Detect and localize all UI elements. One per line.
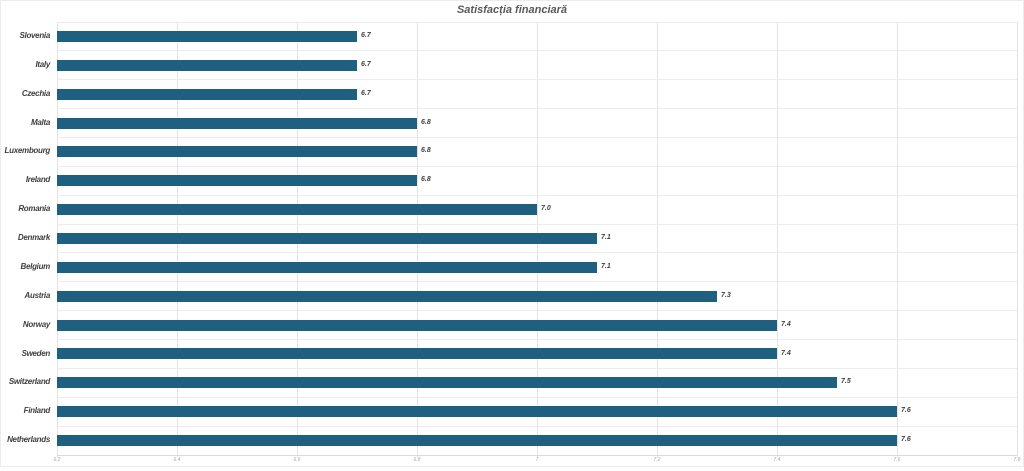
row-gridline [57, 194, 1017, 196]
value-label-romania: 7.0 [541, 205, 551, 213]
value-label-italy: 6.7 [361, 60, 371, 68]
x-tick-label: 7.4 [773, 457, 781, 463]
row-gridline [57, 396, 1017, 398]
category-label-austria: Austria [24, 290, 51, 300]
row-gridline [57, 310, 1017, 312]
vertical-gridline [656, 22, 658, 457]
category-label-netherlands: Netherlands [7, 435, 50, 445]
x-tick-label: 7.6 [893, 457, 901, 463]
value-label-denmark: 7.1 [601, 234, 611, 242]
category-label-denmark: Denmark [17, 233, 50, 243]
value-label-luxembourg: 6.8 [421, 147, 431, 155]
row-gridline [57, 425, 1017, 427]
bar-ireland [57, 175, 417, 187]
x-tick-label: 7 [535, 457, 539, 463]
bar-malta [57, 117, 417, 129]
bar-norway [57, 319, 777, 331]
category-label-switzerland: Switzerland [8, 377, 50, 387]
plot-area: 6.7 6.7 6.7 6.8 6.8 6.8 7.0 7.1 7.1 7.3 7.4 7.4 7.5 7… [56, 21, 1018, 457]
x-axis-line [57, 454, 1017, 456]
x-tick-label: 6.2 [53, 457, 61, 463]
row-gridline [57, 21, 1017, 23]
bar-slovenia [57, 30, 357, 42]
bar-romania [57, 204, 537, 216]
bar-luxembourg [57, 146, 417, 158]
x-tick-label: 6.8 [413, 457, 421, 463]
row-gridline [57, 136, 1017, 138]
chart-title: Satisfacția financiară [456, 4, 568, 16]
category-label-sweden: Sweden [21, 348, 51, 358]
bar-finland [57, 406, 897, 418]
vertical-gridline [1016, 22, 1018, 457]
category-label-ireland: Ireland [25, 175, 50, 185]
bar-sweden [57, 348, 777, 360]
bar-austria [57, 290, 717, 302]
row-gridline [57, 367, 1017, 369]
bar-switzerland [57, 377, 837, 389]
row-gridline [57, 108, 1017, 110]
value-label-finland: 7.6 [901, 407, 911, 415]
x-tick-label: 6.6 [293, 457, 301, 463]
value-label-ireland: 6.8 [421, 176, 431, 184]
row-gridline [57, 252, 1017, 254]
vertical-gridline [776, 22, 778, 457]
value-label-netherlands: 7.6 [901, 436, 911, 444]
x-axis-labels: 6.2 6.4 6.6 6.8 7 7.2 7.4 7.6 7.8 [0, 457, 1024, 467]
x-tick-label: 6.4 [173, 457, 181, 463]
row-gridline [57, 79, 1017, 81]
x-tick-label: 7.2 [653, 457, 661, 463]
category-label-czechia: Czechia [21, 88, 50, 98]
bar-czechia [57, 88, 357, 100]
row-gridline [57, 339, 1017, 341]
value-label-sweden: 7.4 [781, 349, 791, 357]
value-label-belgium: 7.1 [601, 262, 611, 270]
value-label-czechia: 6.7 [361, 89, 371, 97]
row-gridline [57, 223, 1017, 225]
category-label-slovenia: Slovenia [19, 31, 50, 40]
category-label-belgium: Belgium [20, 261, 51, 271]
y-axis-labels: Slovenia Italy Czechia Malta Luxembourg Irela… [0, 22, 51, 455]
category-label-finland: Finland [23, 406, 51, 416]
row-gridline [57, 165, 1017, 167]
category-label-romania: Romania [18, 204, 50, 214]
category-label-norway: Norway [22, 319, 50, 329]
value-label-switzerland: 7.5 [841, 378, 851, 386]
bar-denmark [57, 233, 597, 244]
value-label-malta: 6.8 [421, 118, 431, 126]
value-label-slovenia: 6.7 [361, 32, 371, 39]
value-label-norway: 7.4 [781, 320, 791, 328]
bar-netherlands [57, 435, 897, 447]
bar-belgium [57, 261, 597, 273]
x-tick-label: 7.8 [1013, 457, 1021, 463]
bar-italy [57, 59, 357, 71]
category-label-luxembourg: Luxembourg [4, 146, 51, 156]
category-label-italy: Italy [35, 59, 50, 69]
value-label-austria: 7.3 [721, 291, 731, 299]
row-gridline [57, 50, 1017, 52]
row-gridline [57, 281, 1017, 283]
category-label-malta: Malta [31, 117, 50, 127]
vertical-gridline [896, 22, 898, 457]
